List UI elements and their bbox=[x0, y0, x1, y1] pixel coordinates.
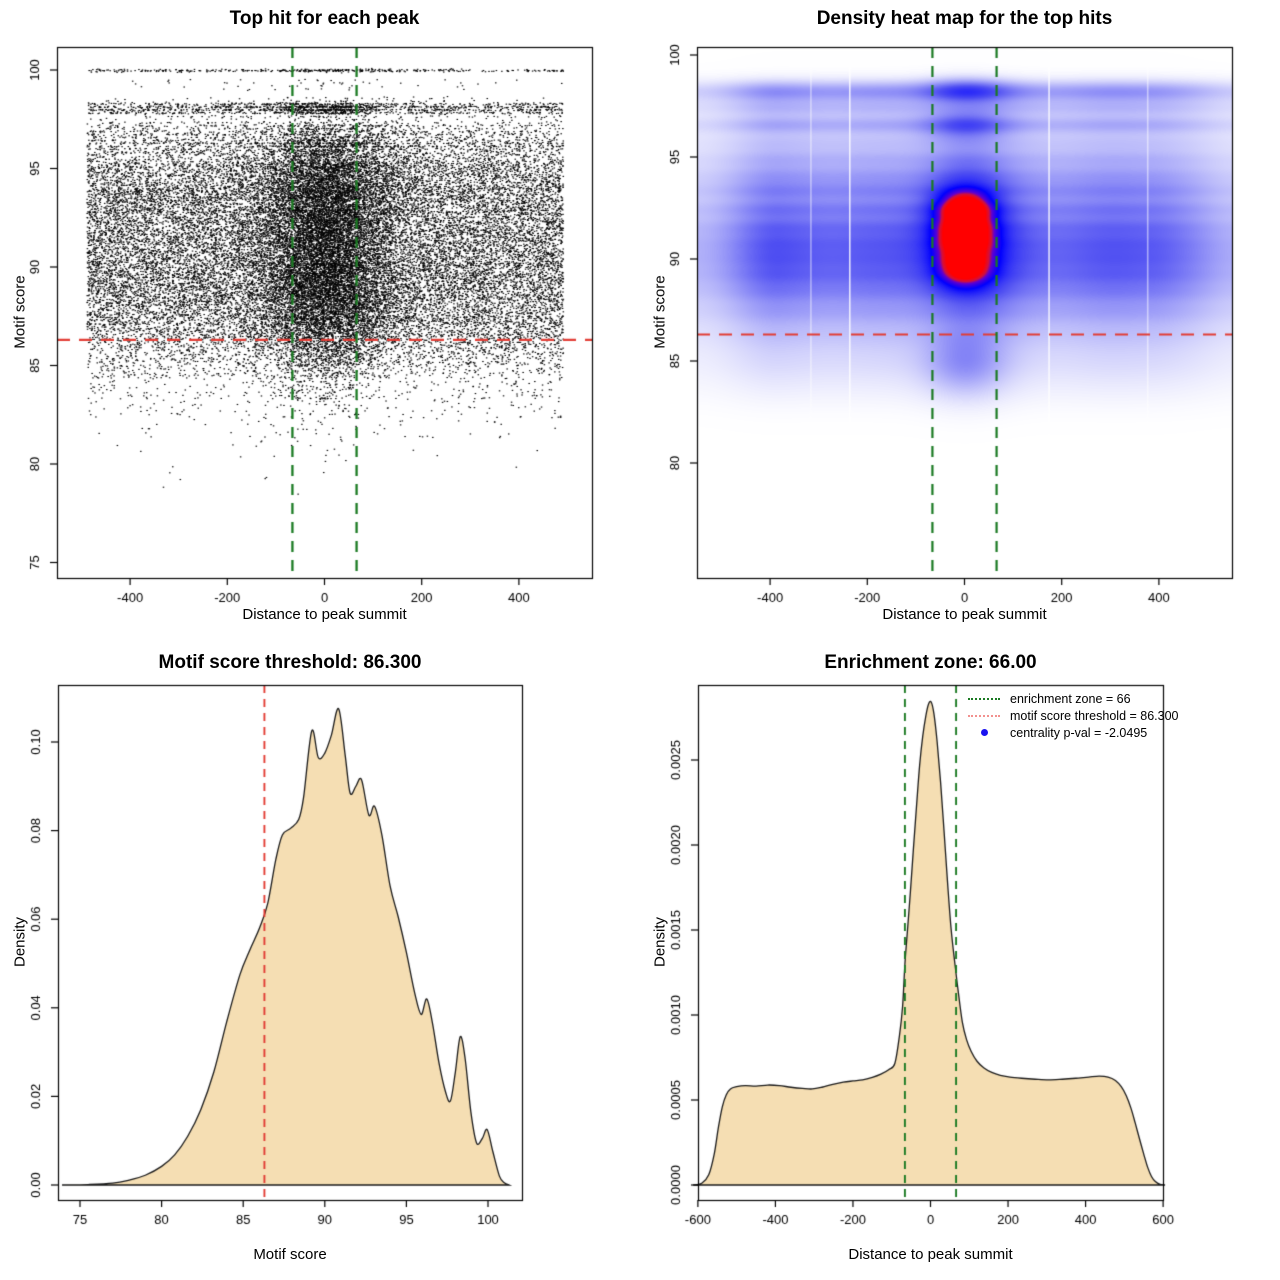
legend-item-enrichment-zone: enrichment zone = 66 bbox=[968, 690, 1179, 707]
green-dotted-line-swatch bbox=[968, 697, 1000, 700]
legend-item-score-threshold: motif score threshold = 86.300 bbox=[968, 707, 1179, 724]
x-axis-label: Distance to peak summit bbox=[848, 1246, 1013, 1263]
panel-motif-score-density: Motif score threshold: 86.300 Motif scor… bbox=[0, 640, 640, 1280]
scatter-plot-canvas bbox=[0, 0, 640, 640]
blue-dot-swatch bbox=[968, 729, 1000, 736]
panel-density-heatmap: Density heat map for the top hits Distan… bbox=[640, 0, 1280, 640]
heatmap-canvas bbox=[640, 0, 1280, 640]
panel-title: Top hit for each peak bbox=[229, 8, 420, 29]
legend-label: motif score threshold = 86.300 bbox=[1010, 708, 1179, 723]
panel-top-hits-scatter: Top hit for each peak Distance to peak s… bbox=[0, 0, 640, 640]
legend-label: enrichment zone = 66 bbox=[1010, 691, 1131, 706]
panel-title: Density heat map for the top hits bbox=[816, 8, 1113, 29]
x-axis-label: Distance to peak summit bbox=[882, 606, 1047, 623]
score-density-canvas bbox=[0, 640, 640, 1280]
x-axis-label: Motif score bbox=[253, 1246, 327, 1263]
panel-title: Motif score threshold: 86.300 bbox=[158, 652, 422, 673]
panel-summit-distance-density: Enrichment zone: 66.00 Distance to peak … bbox=[640, 640, 1280, 1280]
red-dotted-line-swatch bbox=[968, 714, 1000, 717]
x-axis-label: Distance to peak summit bbox=[242, 606, 407, 623]
legend-item-centrality-pval: centrality p-val = -2.0495 bbox=[968, 724, 1179, 741]
summit-density-canvas bbox=[640, 640, 1280, 1280]
legend-label: centrality p-val = -2.0495 bbox=[1010, 725, 1148, 740]
panel-title: Enrichment zone: 66.00 bbox=[824, 652, 1037, 673]
plot-legend: enrichment zone = 66 motif score thresho… bbox=[968, 690, 1179, 741]
